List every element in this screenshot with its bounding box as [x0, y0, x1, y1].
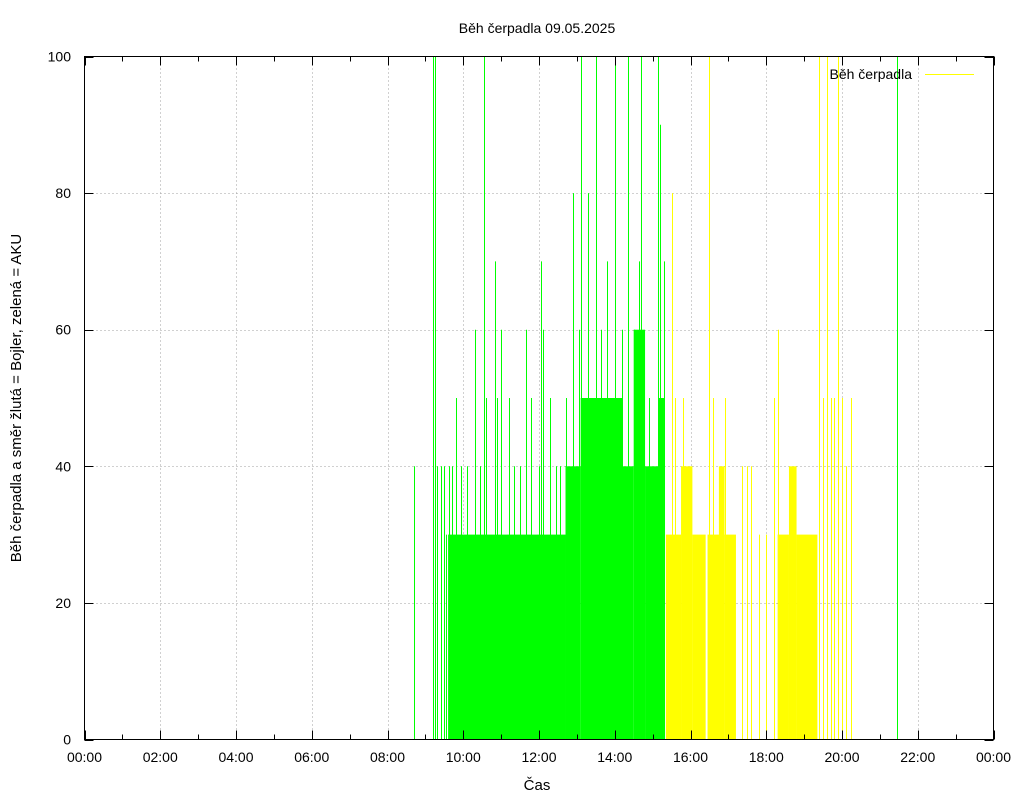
- x-tick-label: 06:00: [294, 749, 329, 765]
- y-tick-label: 60: [55, 322, 71, 338]
- x-axis-label: Čas: [524, 777, 551, 794]
- y-tick-label: 40: [55, 458, 71, 474]
- x-tick-label: 08:00: [370, 749, 405, 765]
- legend-label: Běh čerpadla: [829, 66, 912, 82]
- y-axis-label: Běh čerpadla a směr žlutá = Bojler, zele…: [8, 234, 25, 563]
- bar-aku: [645, 466, 659, 740]
- x-tick-label: 18:00: [749, 749, 784, 765]
- bar-bojler: [788, 466, 797, 740]
- y-tick-label: 0: [63, 732, 71, 748]
- plot-area: [414, 56, 898, 740]
- bar-bojler: [796, 534, 818, 740]
- tick-labels: 00:00 02:00 04:00 06:00 08:00 10:00 12:00 14:00…: [48, 49, 1012, 766]
- x-tick-label: 14:00: [597, 749, 632, 765]
- bar-bojler: [777, 534, 789, 740]
- bar-bojler: [724, 534, 736, 740]
- y-tick-label: 20: [55, 595, 71, 611]
- x-tick-label: 04:00: [218, 749, 253, 765]
- axis-ticks: [84, 56, 995, 741]
- bar-bojler: [665, 534, 682, 740]
- x-tick-label: 00:00: [976, 749, 1011, 765]
- bar-bojler: [692, 534, 706, 740]
- x-tick-label: 02:00: [143, 749, 178, 765]
- legend: Běh čerpadla: [829, 66, 974, 82]
- chart-title: Běh čerpadla 09.05.2025: [459, 20, 616, 36]
- x-tick-label: 16:00: [673, 749, 708, 765]
- bar-bojler: [718, 466, 725, 740]
- x-tick-label: 20:00: [824, 749, 859, 765]
- y-tick-label: 80: [55, 185, 71, 201]
- bar-aku: [448, 534, 566, 740]
- x-tick-label: 12:00: [521, 749, 556, 765]
- x-tick-label: 00:00: [67, 749, 102, 765]
- bar-aku: [599, 466, 610, 740]
- bar-aku: [658, 398, 664, 740]
- y-tick-label: 100: [48, 49, 72, 65]
- x-tick-label: 22:00: [900, 749, 935, 765]
- bar-bojler: [681, 466, 693, 740]
- x-tick-label: 10:00: [446, 749, 481, 765]
